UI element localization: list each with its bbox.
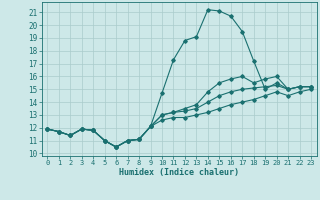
X-axis label: Humidex (Indice chaleur): Humidex (Indice chaleur) (119, 168, 239, 177)
